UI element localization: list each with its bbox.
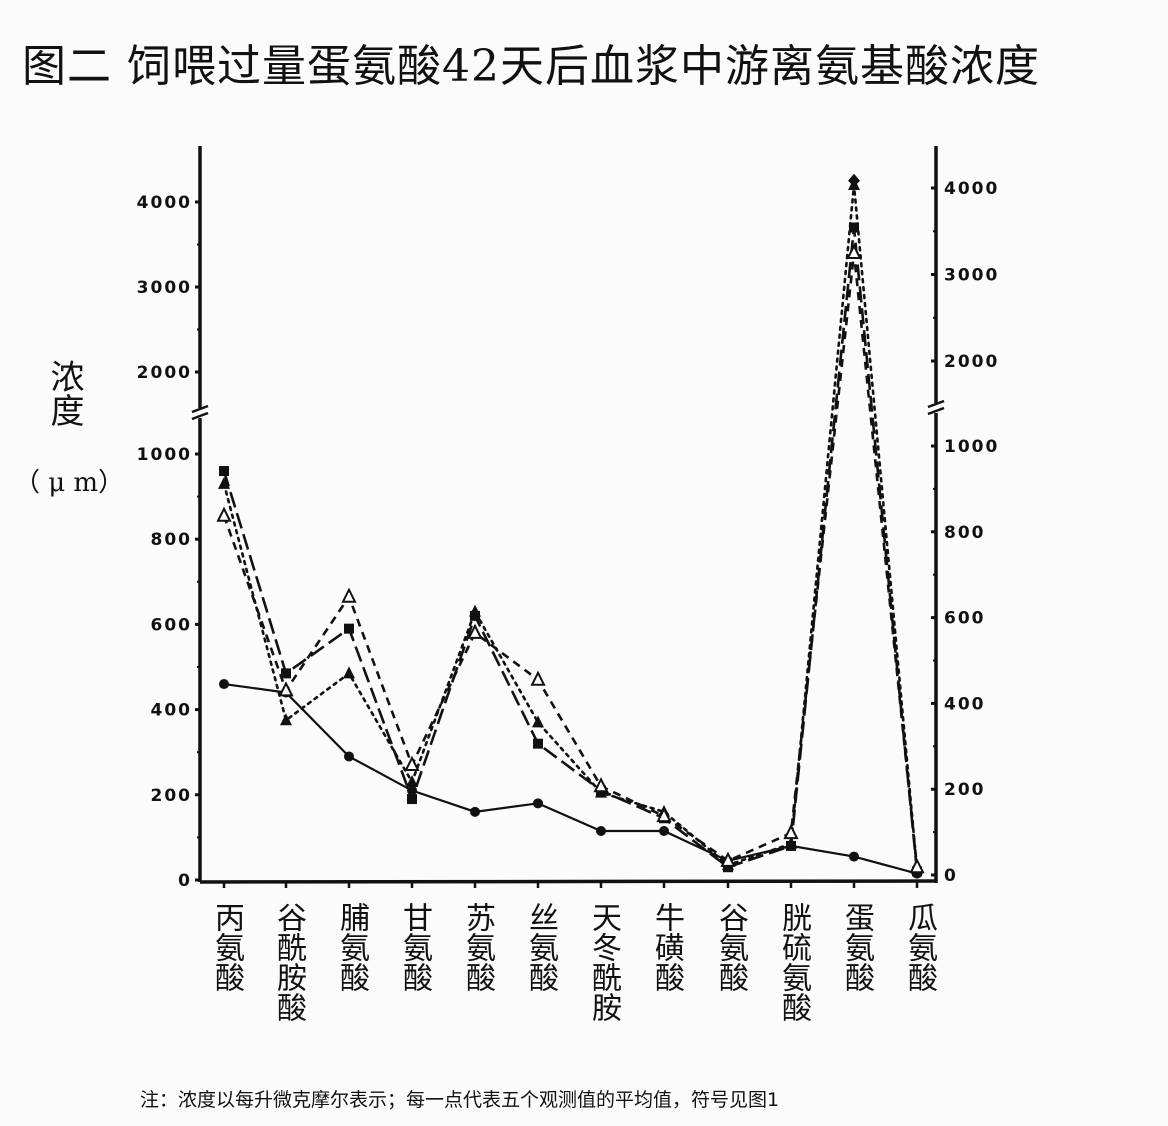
right-tick-label: 3000 bbox=[944, 266, 999, 286]
right-tick-label: 600 bbox=[944, 609, 986, 629]
data-point-marker bbox=[404, 755, 420, 771]
series-open-triangle bbox=[216, 243, 925, 874]
data-point-marker bbox=[407, 785, 417, 796]
data-point-marker bbox=[280, 713, 292, 726]
data-point-marker bbox=[532, 715, 544, 728]
data-point-marker bbox=[219, 679, 229, 690]
data-point-marker bbox=[218, 476, 230, 489]
x-category-label: 丙氨酸 bbox=[209, 902, 244, 992]
data-point-marker bbox=[278, 681, 294, 697]
left-tick-label: 800 bbox=[151, 530, 193, 550]
data-point-marker bbox=[533, 738, 543, 749]
data-point-marker bbox=[406, 775, 418, 788]
x-category-label: 蛋氨酸 bbox=[839, 902, 874, 992]
x-category-label: 谷酰胺酸 bbox=[271, 902, 306, 1022]
axis-break-icon bbox=[927, 399, 945, 409]
data-point-marker bbox=[470, 806, 480, 817]
data-point-marker bbox=[846, 243, 862, 259]
axis-break-icon bbox=[927, 406, 945, 416]
right-tick-label: 4000 bbox=[944, 179, 999, 199]
data-point-marker bbox=[344, 751, 354, 762]
x-category-label: 胱硫氨酸 bbox=[776, 902, 811, 1022]
right-tick-label: 0 bbox=[944, 866, 958, 886]
x-category-label: 天冬酰胺 bbox=[586, 902, 621, 1022]
right-tick-label: 2000 bbox=[944, 352, 999, 372]
x-category-label: 谷氨酸 bbox=[713, 902, 748, 992]
data-point-marker bbox=[407, 794, 417, 805]
left-tick-label: 1000 bbox=[137, 445, 192, 465]
left-tick-label: 400 bbox=[151, 701, 193, 721]
data-point-marker bbox=[216, 506, 232, 522]
data-point-marker bbox=[281, 668, 291, 679]
axis-break-icon bbox=[191, 404, 209, 414]
right-tick-label: 1000 bbox=[944, 437, 999, 457]
left-tick-label: 4000 bbox=[137, 193, 192, 213]
left-tick-label: 2000 bbox=[137, 363, 192, 383]
series-filled-triangle bbox=[218, 178, 923, 875]
chart-title: 图二 饲喂过量蛋氨酸42天后血浆中游离氨基酸浓度 bbox=[22, 41, 1040, 92]
data-point-marker bbox=[593, 777, 609, 793]
data-point-marker bbox=[785, 836, 797, 849]
data-point-marker bbox=[341, 587, 357, 603]
left-tick-label: 0 bbox=[178, 871, 192, 891]
series-filled-circle bbox=[219, 679, 922, 879]
data-point-marker bbox=[849, 851, 859, 862]
data-point-marker bbox=[344, 623, 354, 634]
data-point-marker bbox=[596, 826, 606, 837]
y-axis-label-main: 浓度 bbox=[44, 359, 84, 427]
x-category-label: 瓜氨酸 bbox=[902, 902, 937, 992]
y-axis-unit: （ μ m） bbox=[14, 468, 125, 498]
left-tick-label: 3000 bbox=[137, 278, 192, 298]
data-point-marker bbox=[530, 670, 546, 686]
data-point-marker bbox=[849, 222, 859, 233]
data-point-marker bbox=[656, 806, 672, 823]
data-point-marker bbox=[659, 826, 669, 837]
right-tick-label: 800 bbox=[944, 523, 986, 543]
y-axis-label: 浓度 （ μ m） bbox=[14, 345, 125, 507]
data-point-marker bbox=[720, 851, 736, 867]
data-point-marker bbox=[467, 623, 483, 639]
x-category-label: 苏氨酸 bbox=[460, 902, 495, 992]
x-category-label: 丝氨酸 bbox=[523, 902, 558, 992]
peak-marker bbox=[848, 173, 860, 187]
x-category-label: 牛磺酸 bbox=[649, 902, 684, 992]
data-point-marker bbox=[469, 604, 481, 617]
series-filled-square bbox=[219, 222, 922, 877]
axis-break-icon bbox=[191, 411, 209, 421]
x-category-label: 甘氨酸 bbox=[397, 902, 432, 992]
x-axis bbox=[199, 879, 937, 884]
right-tick-label: 200 bbox=[944, 780, 986, 800]
right-tick-label: 400 bbox=[944, 694, 986, 714]
data-point-marker bbox=[909, 857, 925, 874]
left-tick-label: 600 bbox=[151, 615, 193, 635]
data-point-marker bbox=[533, 798, 543, 809]
x-category-label: 脯氨酸 bbox=[334, 902, 369, 992]
left-tick-label: 200 bbox=[151, 786, 193, 806]
data-point-marker bbox=[783, 823, 799, 840]
data-point-marker bbox=[219, 466, 229, 477]
footnote: 注：浓度以每升微克摩尔表示；每一点代表五个观测值的平均值，符号见图1 bbox=[140, 1089, 780, 1111]
data-point-marker bbox=[343, 666, 355, 679]
